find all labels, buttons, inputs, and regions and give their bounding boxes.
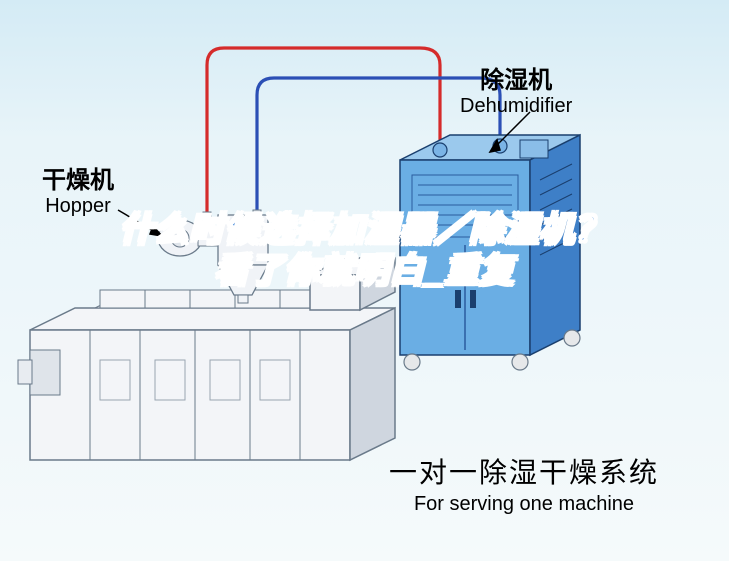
system-title-cn: 一对一除湿干燥系统 bbox=[389, 451, 659, 491]
hopper-label: 干燥机 Hopper bbox=[42, 160, 114, 218]
hopper-label-cn: 干燥机 bbox=[42, 160, 114, 195]
system-title-en: For serving one machine bbox=[389, 493, 659, 516]
dehumidifier-label-en: Dehumidifier bbox=[460, 95, 572, 118]
system-title: 一对一除湿干燥系统 For serving one machine bbox=[389, 451, 659, 516]
dehumidifier-label-cn: 除湿机 bbox=[460, 60, 572, 95]
hopper-label-en: Hopper bbox=[42, 195, 114, 218]
headline-overlay: 什么时候选择加湿器／除湿机？看了你就明白_重复 bbox=[105, 210, 625, 293]
dehumidifier-label: 除湿机 Dehumidifier bbox=[460, 60, 572, 118]
